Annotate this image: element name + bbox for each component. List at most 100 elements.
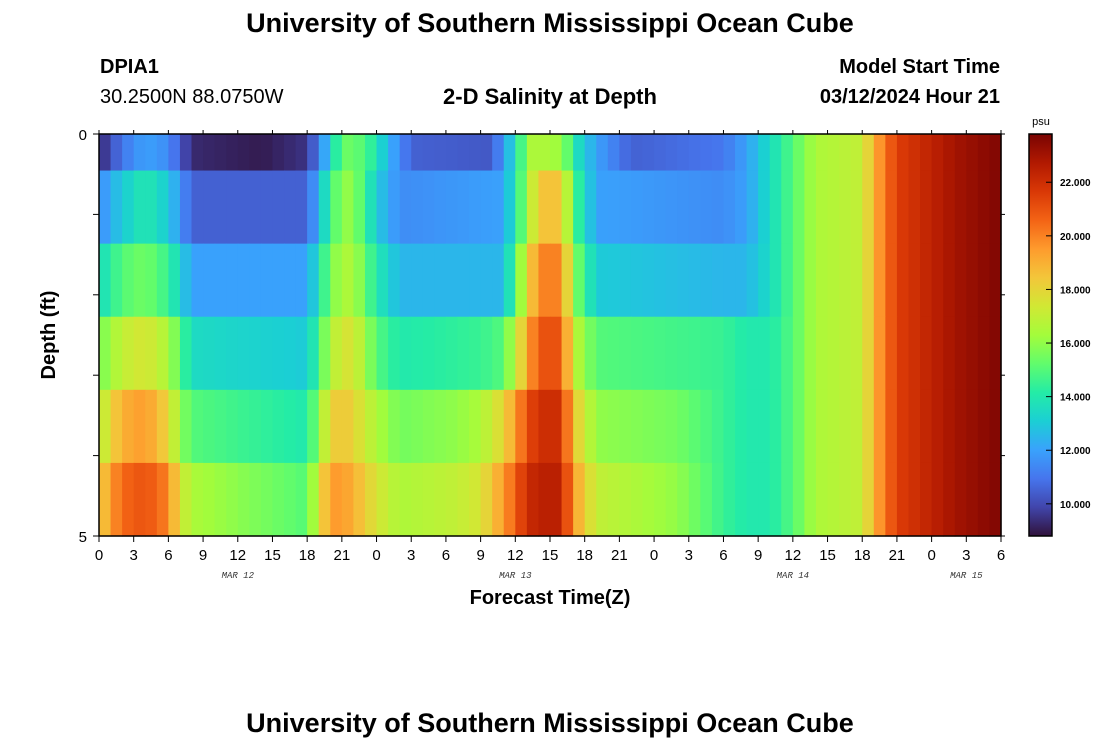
x-tick-label: 0 [95, 547, 103, 564]
heatmap-cell [827, 316, 840, 391]
heatmap-cell [515, 462, 528, 537]
heatmap-cell [746, 389, 759, 464]
heatmap-cell [654, 389, 667, 464]
heatmap-cell [214, 134, 227, 172]
heatmap-cell [873, 389, 886, 464]
y-tick-label: 0 [79, 127, 87, 144]
heatmap-cell [133, 316, 146, 391]
chart-title: University of Southern Mississippi Ocean… [246, 8, 854, 38]
heatmap-cell [596, 243, 609, 318]
heatmap-cell [237, 389, 250, 464]
heatmap-cell [260, 170, 274, 245]
heatmap-cell [179, 389, 193, 464]
heatmap-cell [307, 243, 320, 318]
x-tick-label: 9 [199, 547, 207, 564]
heatmap-cell [584, 462, 597, 537]
heatmap-cell [249, 316, 262, 391]
heatmap-cell [607, 389, 620, 464]
heatmap-cell [596, 389, 609, 464]
heatmap-cell [954, 389, 967, 464]
heatmap-cell [272, 462, 285, 537]
heatmap-cell [156, 389, 169, 464]
heatmap-cell [445, 134, 459, 172]
heatmap-cell [214, 389, 227, 464]
heatmap-cell [99, 316, 112, 391]
heatmap-cell [665, 316, 678, 391]
heatmap-cell [318, 170, 331, 245]
heatmap-cell [538, 243, 551, 318]
heatmap-cell [110, 243, 123, 318]
heatmap-cell [977, 134, 991, 172]
heatmap-cell [179, 170, 193, 245]
x-tick-label: 21 [334, 547, 351, 564]
heatmap-cell [445, 243, 459, 318]
heatmap-cell [654, 462, 667, 537]
x-day-label: MAR 13 [499, 571, 532, 581]
heatmap-cell [908, 389, 921, 464]
heatmap-cell [376, 316, 389, 391]
heatmap-cell [110, 134, 123, 172]
heatmap-cell [399, 170, 412, 245]
heatmap-cell [896, 170, 910, 245]
heatmap-cell [989, 134, 1002, 172]
heatmap-cell [469, 389, 482, 464]
heatmap-cell [862, 243, 875, 318]
heatmap-cell [480, 243, 493, 318]
heatmap-cell [920, 316, 933, 391]
x-tick-label: 6 [719, 547, 727, 564]
heatmap-cell [723, 170, 736, 245]
heatmap-cell [168, 243, 181, 318]
heatmap-cell [434, 389, 447, 464]
heatmap-cell [307, 316, 320, 391]
heatmap-cell [619, 389, 632, 464]
heatmap-cell [376, 462, 389, 537]
colorbar-tick-label: 16.000 [1060, 339, 1091, 350]
heatmap-cell [827, 243, 840, 318]
heatmap-cell [341, 170, 355, 245]
heatmap-cell [284, 316, 297, 391]
heatmap-cell [758, 462, 771, 537]
heatmap-cell [989, 170, 1002, 245]
heatmap-cell [399, 389, 412, 464]
heatmap-cell [388, 243, 401, 318]
heatmap-cell [839, 243, 852, 318]
heatmap-cell [792, 316, 806, 391]
heatmap-cell [388, 316, 401, 391]
heatmap-cell [815, 134, 829, 172]
x-tick-label: 18 [299, 547, 316, 564]
heatmap-cell [550, 462, 563, 537]
heatmap-cell [422, 462, 435, 537]
heatmap-cell [492, 389, 505, 464]
heatmap-cells [99, 134, 1002, 537]
colorbar-tick-label: 12.000 [1060, 446, 1091, 457]
heatmap-cell [284, 170, 297, 245]
heatmap-cell [920, 462, 933, 537]
heatmap-cell [318, 243, 331, 318]
heatmap-cell [862, 316, 875, 391]
heatmap-cell [538, 389, 551, 464]
heatmap-cell [989, 316, 1002, 391]
heatmap-cell [480, 170, 493, 245]
heatmap-cell [711, 389, 725, 464]
heatmap-cell [989, 389, 1002, 464]
heatmap-cell [735, 316, 748, 391]
heatmap-cell [954, 134, 967, 172]
heatmap-cell [469, 170, 482, 245]
heatmap-cell [295, 134, 308, 172]
heatmap-cell [815, 389, 829, 464]
heatmap-cell [457, 462, 470, 537]
heatmap-cell [179, 316, 193, 391]
heatmap-cell [341, 316, 355, 391]
heatmap-cell [700, 316, 713, 391]
heatmap-cell [145, 316, 158, 391]
heatmap-cell [943, 170, 956, 245]
heatmap-cell [630, 170, 644, 245]
station-id: DPIA1 [100, 56, 159, 78]
heatmap-cell [434, 462, 447, 537]
colorbar-tick-label: 10.000 [1060, 500, 1091, 511]
heatmap-cell [908, 462, 921, 537]
heatmap-cell [353, 170, 366, 245]
heatmap-cell [977, 316, 991, 391]
heatmap-cell [827, 389, 840, 464]
heatmap-cell [203, 316, 216, 391]
